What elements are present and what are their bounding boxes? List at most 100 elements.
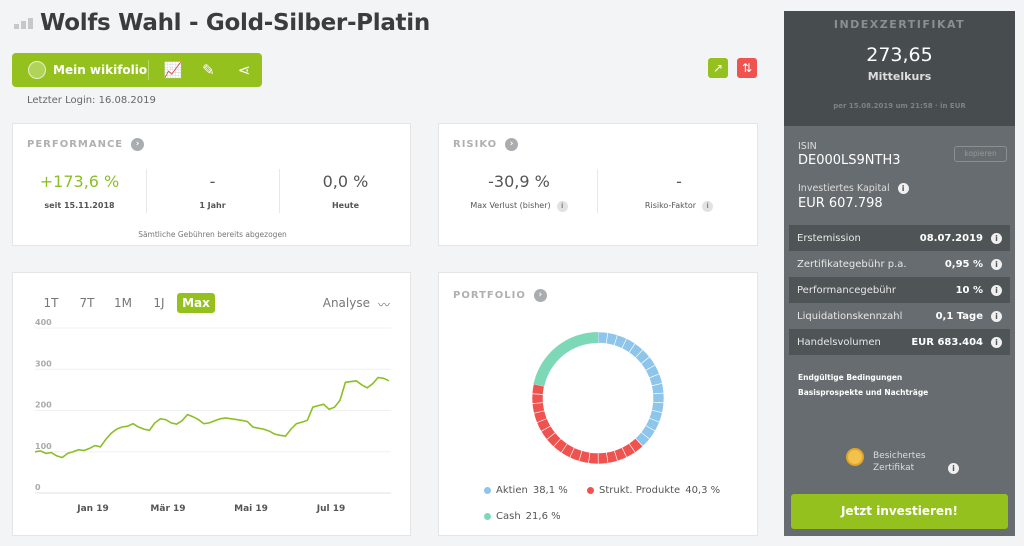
chart-trend-button[interactable]: ↗ <box>708 58 728 78</box>
price-note: per 15.08.2019 um 21:58 · in EUR <box>833 102 966 110</box>
y-tick-label: 200 <box>35 401 52 410</box>
x-tick-label: Mai 19 <box>234 504 268 514</box>
pencil-icon[interactable]: ✎ <box>202 61 215 79</box>
performance-1y-label: 1 Jahr <box>199 201 226 210</box>
legend-value: 40,3 % <box>685 485 721 496</box>
info-row-value: EUR 683.404 <box>911 336 983 348</box>
performance-card: PERFORMANCE › +173,6 % seit 15.11.2018 - 1 … <box>12 123 411 246</box>
info-row-label: Liquidationskennzahl <box>797 310 903 322</box>
portfolio-title: PORTFOLIO <box>453 290 526 301</box>
performance-since-value: +173,6 % <box>39 172 120 191</box>
range-tab-1t[interactable]: 1T <box>43 296 59 310</box>
info-row-value: 0,1 Tage <box>935 310 983 322</box>
certificate-sidebar: INDEXZERTIFIKAT 273,65 Mittelkurs per 15… <box>784 11 1015 536</box>
risk-factor-label: Risiko-Faktor <box>644 201 697 210</box>
donut-slice-aktien[interactable] <box>652 392 665 404</box>
capital-label: Investiertes Kapital <box>798 183 890 194</box>
legend-label: Aktien <box>496 485 528 496</box>
info-row-value: 10 % <box>955 284 983 296</box>
legend-strukt: Strukt. Produkte 40,3 % <box>587 485 720 496</box>
donut-slice-strukt-produkte[interactable] <box>531 383 545 395</box>
x-tick-label: Jan 19 <box>76 504 109 514</box>
info-row-value: 08.07.2019 <box>919 232 983 244</box>
sidebar-title: INDEXZERTIFIKAT <box>833 18 966 31</box>
range-tab-max[interactable]: Max <box>177 293 215 313</box>
legend-cash: Cash 21,6 % <box>484 511 561 522</box>
chevron-right-icon[interactable]: › <box>505 138 519 151</box>
capital-value: EUR 607.798 <box>798 196 883 211</box>
line-chart: 400 300 200 100 0 Jan 19 Mär 19 Mai 19 Jul 19 <box>34 318 391 514</box>
info-row-label: Performancegebühr <box>797 284 897 296</box>
mid-price: 273,65 <box>866 44 933 66</box>
analyse-button[interactable]: Analyse 〰 <box>323 296 390 313</box>
prospectus-link[interactable]: Basisprospekte und Nachträge <box>798 388 929 397</box>
info-icon[interactable]: i <box>991 232 1002 244</box>
legend-value: 38,1 % <box>532 485 568 496</box>
max-loss-label: Max Verlust (bisher) <box>470 201 551 210</box>
info-icon[interactable]: i <box>948 463 959 474</box>
info-row-value: 0,95 % <box>944 258 983 270</box>
presentation-icon[interactable]: 📈 <box>163 61 183 79</box>
wikifolio-toolbar: Mein wikifolio 📈 ✎ ⋖ <box>12 53 262 87</box>
info-icon[interactable]: i <box>991 284 1002 296</box>
page-title: Wolfs Wahl - Gold-Silber-Platin <box>40 10 430 36</box>
range-tab-7t[interactable]: 7T <box>79 296 95 310</box>
portfolio-card: PORTFOLIO › Aktien 38,1 % Strukt. Produkte… <box>438 272 758 536</box>
share-icon[interactable]: ⋖ <box>237 61 251 79</box>
y-tick-label: 400 <box>35 318 52 327</box>
range-tab-1m[interactable]: 1M <box>114 296 132 310</box>
info-row-label: Handelsvolumen <box>797 336 881 348</box>
legend-value: 21,6 % <box>525 511 561 522</box>
info-row: Erstemission 08.07.2019 i <box>789 225 1010 251</box>
info-icon[interactable]: i <box>991 258 1002 270</box>
performance-since-label: seit 15.11.2018 <box>44 201 115 210</box>
y-tick-label: 0 <box>35 483 41 492</box>
performance-title: PERFORMANCE <box>27 139 124 150</box>
performance-today-label: Heute <box>331 201 360 210</box>
info-row: Liquidationskennzahl 0,1 Tage i <box>789 303 1010 329</box>
series-line <box>34 376 390 459</box>
invest-button[interactable]: Jetzt investieren! <box>791 494 1008 529</box>
copy-isin-button[interactable]: kopieren <box>954 146 1007 162</box>
info-icon[interactable]: i <box>897 183 909 194</box>
my-wikifolio-button[interactable]: Mein wikifolio <box>12 60 149 80</box>
info-row: Zertifikategebühr p.a. 0,95 % i <box>789 251 1010 277</box>
donut-slice-strukt-produkte[interactable] <box>597 452 609 465</box>
isin-value[interactable]: DE000LS9NTH3 <box>798 153 901 168</box>
info-row-label: Erstemission <box>797 232 861 244</box>
info-icon[interactable]: i <box>991 336 1002 348</box>
analysis-icon: 〰 <box>377 298 390 312</box>
capital-label-wrap: Investiertes Kapital i <box>798 183 909 194</box>
final-terms-link[interactable]: Endgültige Bedingungen <box>798 373 903 382</box>
my-wikifolio-label: Mein wikifolio <box>53 63 148 77</box>
medal-icon <box>846 448 864 466</box>
risk-card: RISIKO › -30,9 % Max Verlust (bisher) i - Ri… <box>438 123 758 246</box>
legend-label: Cash <box>496 511 521 522</box>
info-row: Handelsvolumen EUR 683.404 i <box>789 329 1010 355</box>
info-icon[interactable]: i <box>556 201 568 212</box>
info-icon[interactable]: i <box>702 201 714 212</box>
risk-factor-value: - <box>676 172 682 191</box>
info-row-label: Zertifikategebühr p.a. <box>797 258 907 270</box>
legend-aktien: Aktien 38,1 % <box>484 485 568 496</box>
y-tick-label: 300 <box>35 359 52 368</box>
x-tick-label: Jul 19 <box>316 504 346 514</box>
chart-bars-icon <box>14 18 33 29</box>
chevron-right-icon[interactable]: › <box>131 138 145 151</box>
legend-label: Strukt. Produkte <box>599 485 681 496</box>
secured-certificate-label: Besichertes Zertifikat <box>873 451 926 473</box>
donut-slice-cash[interactable] <box>533 332 598 387</box>
chevron-right-icon[interactable]: › <box>533 289 547 302</box>
avatar-icon <box>28 61 46 79</box>
info-icon[interactable]: i <box>991 310 1002 322</box>
chart-card: 1T 7T 1M 1J Max Analyse 〰 400 300 200 100 0 Jan 19… <box>12 272 411 536</box>
buy-sell-button[interactable]: ⇅ <box>737 58 757 78</box>
donut-slice-strukt-produkte[interactable] <box>531 393 544 404</box>
range-tab-1j[interactable]: 1J <box>153 296 165 310</box>
performance-1y-value: - <box>209 172 216 191</box>
performance-today-value: 0,0 % <box>322 172 369 191</box>
fees-note: Sämtliche Gebühren bereits abgezogen <box>138 230 287 239</box>
mid-price-label: Mittelkurs <box>867 70 932 83</box>
y-tick-label: 100 <box>35 442 52 451</box>
info-row: Performancegebühr 10 % i <box>789 277 1010 303</box>
